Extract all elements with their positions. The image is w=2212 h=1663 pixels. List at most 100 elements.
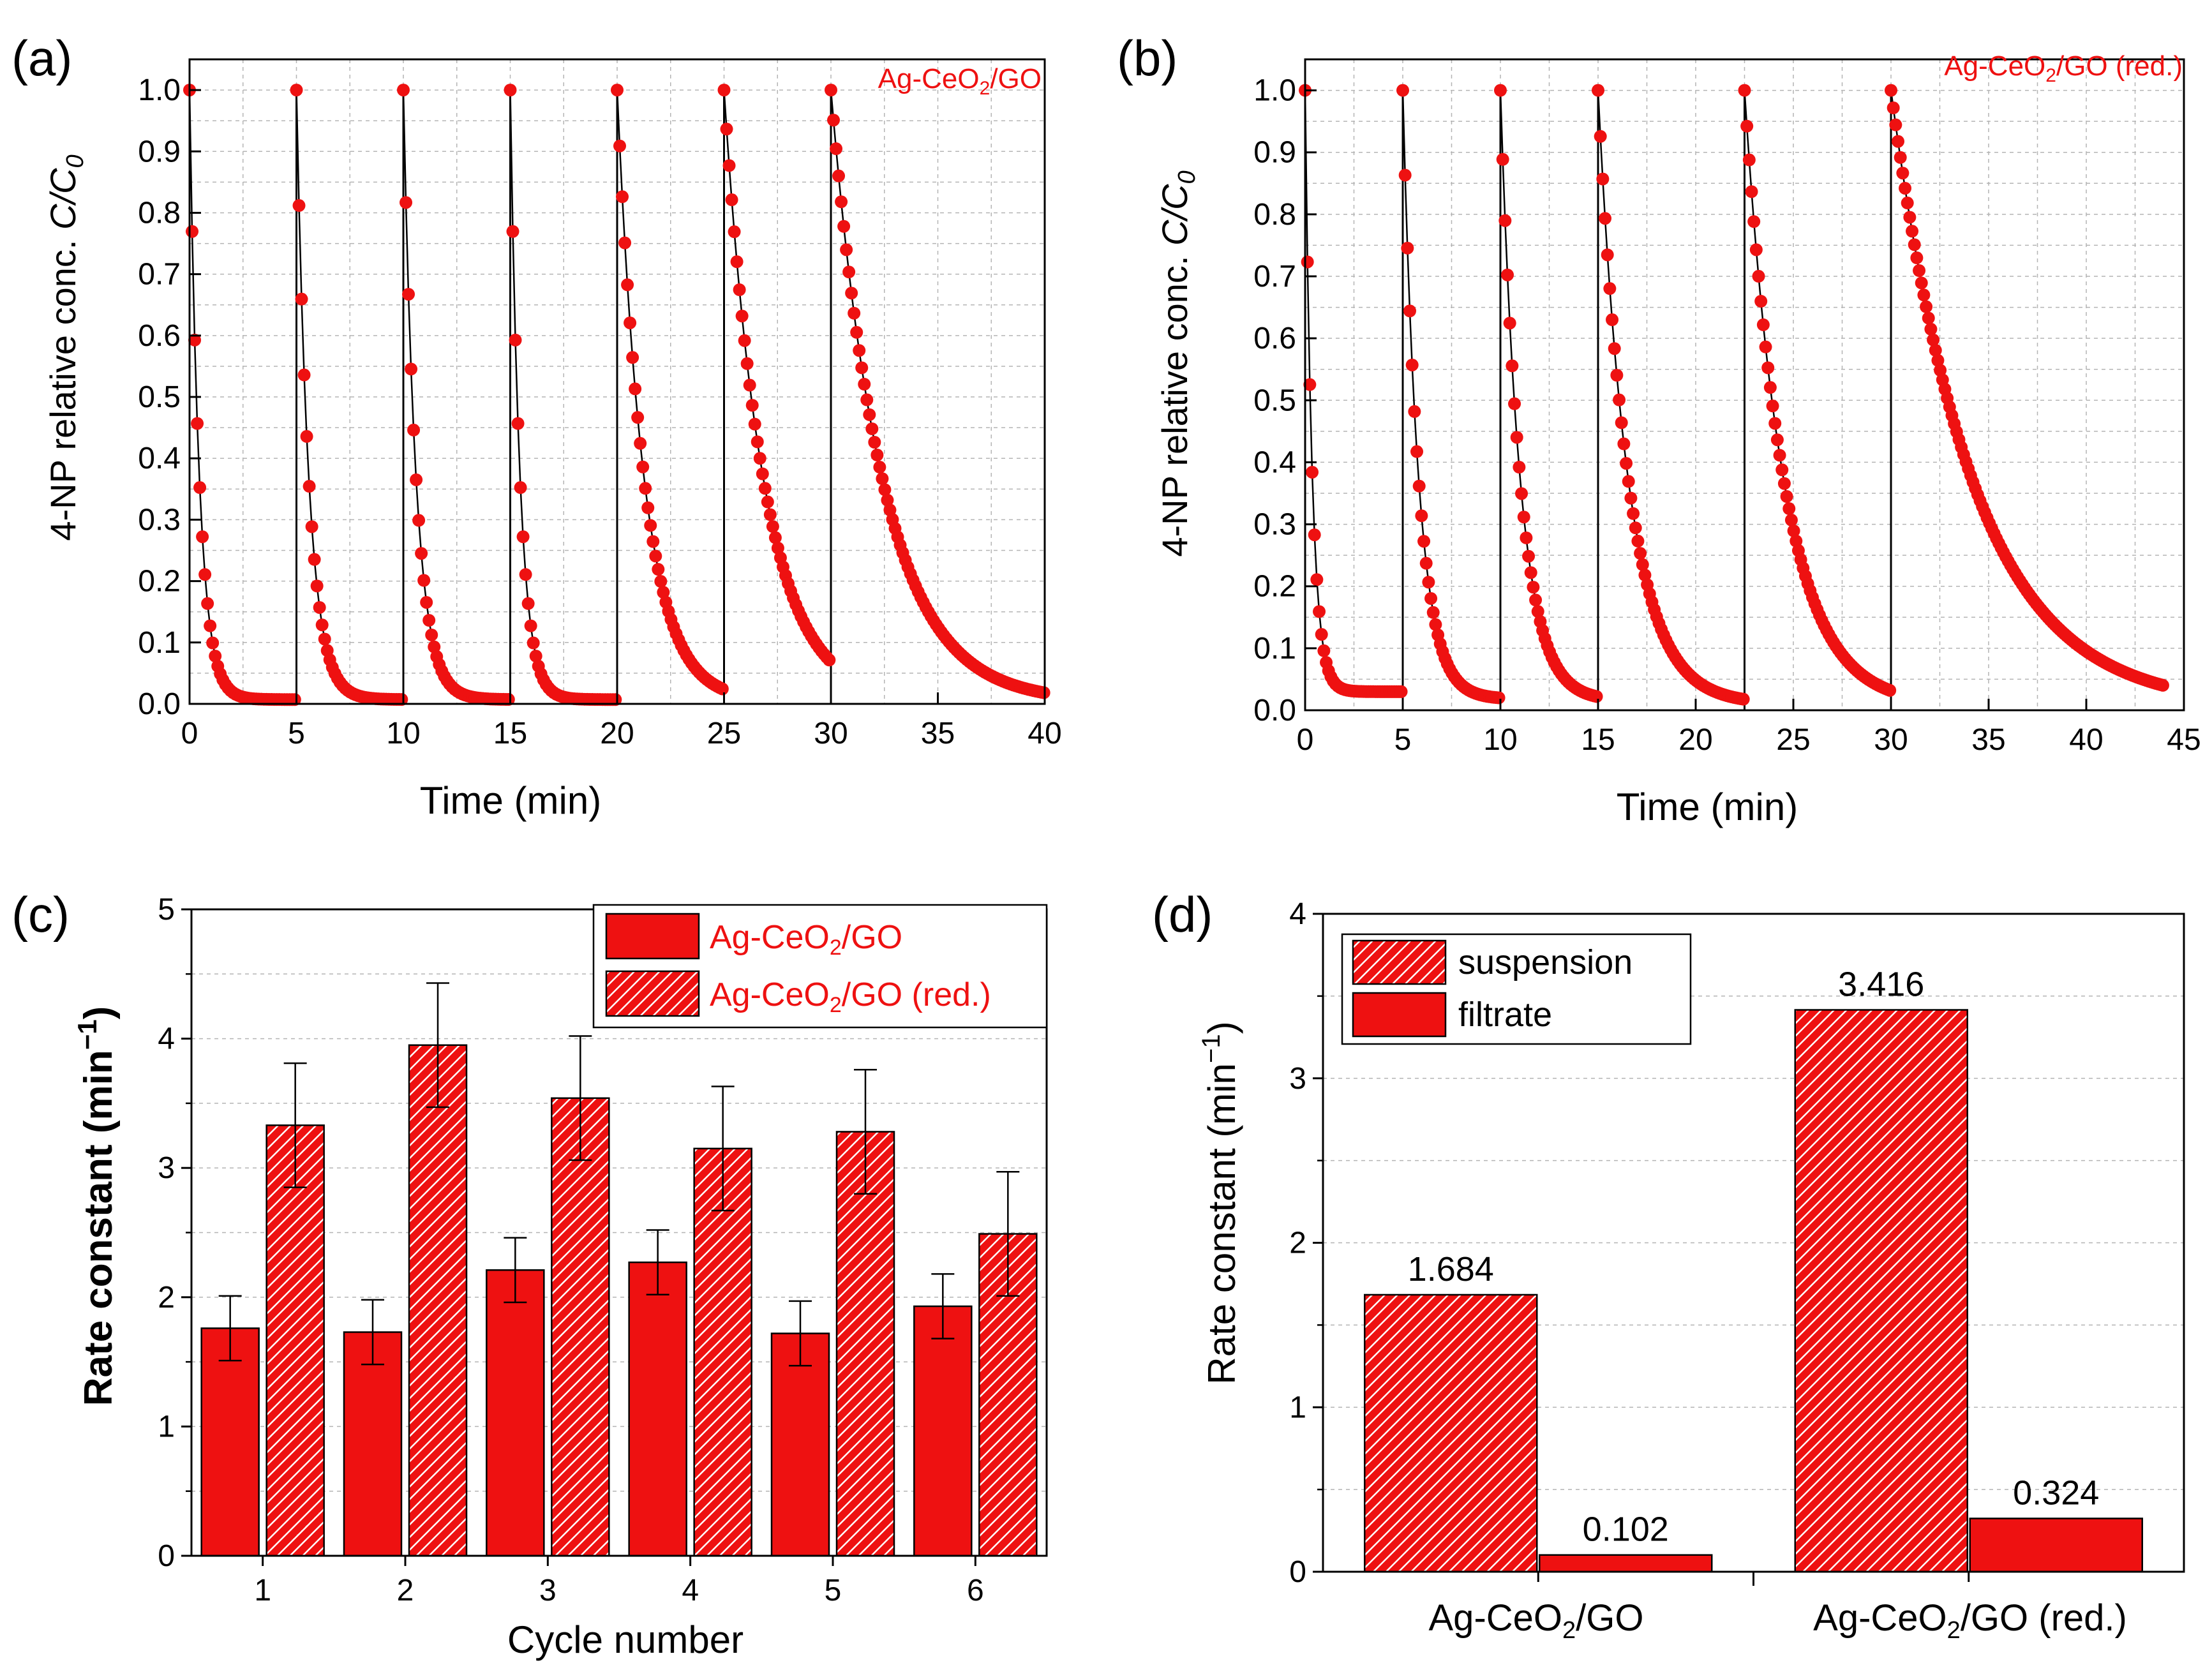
y-tick-label: 1.0 xyxy=(138,73,181,107)
data-point xyxy=(1498,214,1512,227)
data-point xyxy=(1899,181,1912,195)
data-point xyxy=(1592,84,1604,97)
data-point xyxy=(873,461,886,474)
data-point xyxy=(1613,393,1626,406)
data-point xyxy=(196,530,209,544)
x-tick-label: 25 xyxy=(1776,723,1810,757)
data-point xyxy=(1747,215,1761,228)
data-point xyxy=(1403,304,1417,318)
y-tick-label: 4 xyxy=(1289,897,1306,931)
x-tick-label: 3 xyxy=(539,1574,557,1607)
data-point xyxy=(428,640,441,653)
data-point xyxy=(425,628,438,641)
bar xyxy=(693,1147,752,1557)
data-point xyxy=(1424,592,1438,605)
x-tick-label: 2 xyxy=(397,1574,414,1607)
y-tick-label: 0.6 xyxy=(138,319,181,353)
data-point xyxy=(511,417,525,430)
data-point xyxy=(1920,300,1933,313)
panel-b-axes xyxy=(1304,58,2185,712)
y-tick-label: 0.3 xyxy=(1253,508,1296,542)
data-point xyxy=(1594,130,1607,143)
data-point xyxy=(1496,153,1509,166)
data-point xyxy=(410,473,423,486)
data-point xyxy=(768,531,782,544)
data-point xyxy=(850,325,863,339)
data-point xyxy=(1590,690,1603,703)
data-point xyxy=(1775,463,1789,477)
data-point xyxy=(1929,343,1942,357)
data-point xyxy=(1906,225,1919,238)
data-point xyxy=(878,483,892,496)
data-point xyxy=(1599,212,1612,225)
data-point xyxy=(1631,534,1645,548)
data-point xyxy=(303,480,316,493)
data-point xyxy=(1885,84,1897,97)
cycle-trace xyxy=(1499,90,1597,697)
data-point xyxy=(631,411,645,424)
y-tick-label: 5 xyxy=(158,893,175,927)
x-tick-label: 0 xyxy=(1297,723,1314,757)
data-point xyxy=(626,351,639,364)
bar-value-label: 0.324 xyxy=(2013,1473,2099,1512)
data-point xyxy=(646,535,660,548)
data-point xyxy=(1896,167,1909,180)
data-point xyxy=(193,481,207,495)
data-point xyxy=(1627,507,1640,520)
data-point xyxy=(1412,479,1426,493)
data-point xyxy=(761,495,774,509)
bar xyxy=(1539,1554,1713,1573)
data-point xyxy=(649,549,662,563)
panel-d-legend-swatch-solid xyxy=(1352,992,1447,1038)
panel-c-legend-swatch-solid xyxy=(605,913,700,960)
y-tick-label: 3 xyxy=(1289,1062,1306,1096)
data-point xyxy=(1301,255,1314,269)
panel-c-error-bars xyxy=(218,982,1020,1367)
data-point xyxy=(1601,248,1614,262)
panel-c-legend-label-2: Ag-CeO2/GO (red.) xyxy=(710,976,991,1017)
data-point xyxy=(613,139,627,153)
data-point xyxy=(1742,153,1756,167)
x-tick-label: 40 xyxy=(2069,723,2103,757)
data-point xyxy=(1752,269,1765,283)
data-point xyxy=(748,417,761,431)
data-point xyxy=(1917,288,1931,302)
data-point xyxy=(1887,101,1900,115)
data-point xyxy=(1306,465,1319,479)
data-point xyxy=(1889,118,1902,131)
data-point xyxy=(1527,581,1540,594)
data-point xyxy=(201,597,214,610)
x-tick-label: 5 xyxy=(1394,723,1412,757)
data-point xyxy=(771,541,784,555)
x-tick-label: 30 xyxy=(1874,723,1908,757)
data-point xyxy=(858,378,871,391)
data-point xyxy=(1401,241,1414,255)
data-point xyxy=(1429,618,1442,631)
data-point xyxy=(1415,509,1428,523)
y-tick-label: 2 xyxy=(1289,1227,1306,1260)
y-tick-label: 0.4 xyxy=(138,442,181,475)
x-tick-label: 6 xyxy=(967,1574,984,1607)
data-point xyxy=(763,508,777,521)
data-point xyxy=(524,619,537,632)
data-point xyxy=(402,288,415,301)
y-tick-label: 0.7 xyxy=(1253,260,1296,294)
bar xyxy=(486,1269,545,1557)
data-point xyxy=(1405,358,1419,371)
data-point xyxy=(758,482,772,495)
x-tick-label: 4 xyxy=(682,1574,699,1607)
data-point xyxy=(1761,361,1775,375)
data-point xyxy=(1524,566,1537,579)
panel-c-legend: Ag-CeO2/GO Ag-CeO2/GO (red.) xyxy=(592,904,1048,1029)
data-point xyxy=(1737,692,1750,706)
data-point xyxy=(502,693,515,706)
panel-d-value-labels: 1.684 0.102 3.416 0.324 xyxy=(1408,966,2100,1549)
data-point xyxy=(288,693,301,706)
data-point xyxy=(308,553,321,566)
data-point xyxy=(209,650,222,663)
data-point xyxy=(1934,364,1947,377)
data-point xyxy=(1913,264,1926,278)
data-point xyxy=(305,520,318,533)
data-point xyxy=(188,333,202,347)
